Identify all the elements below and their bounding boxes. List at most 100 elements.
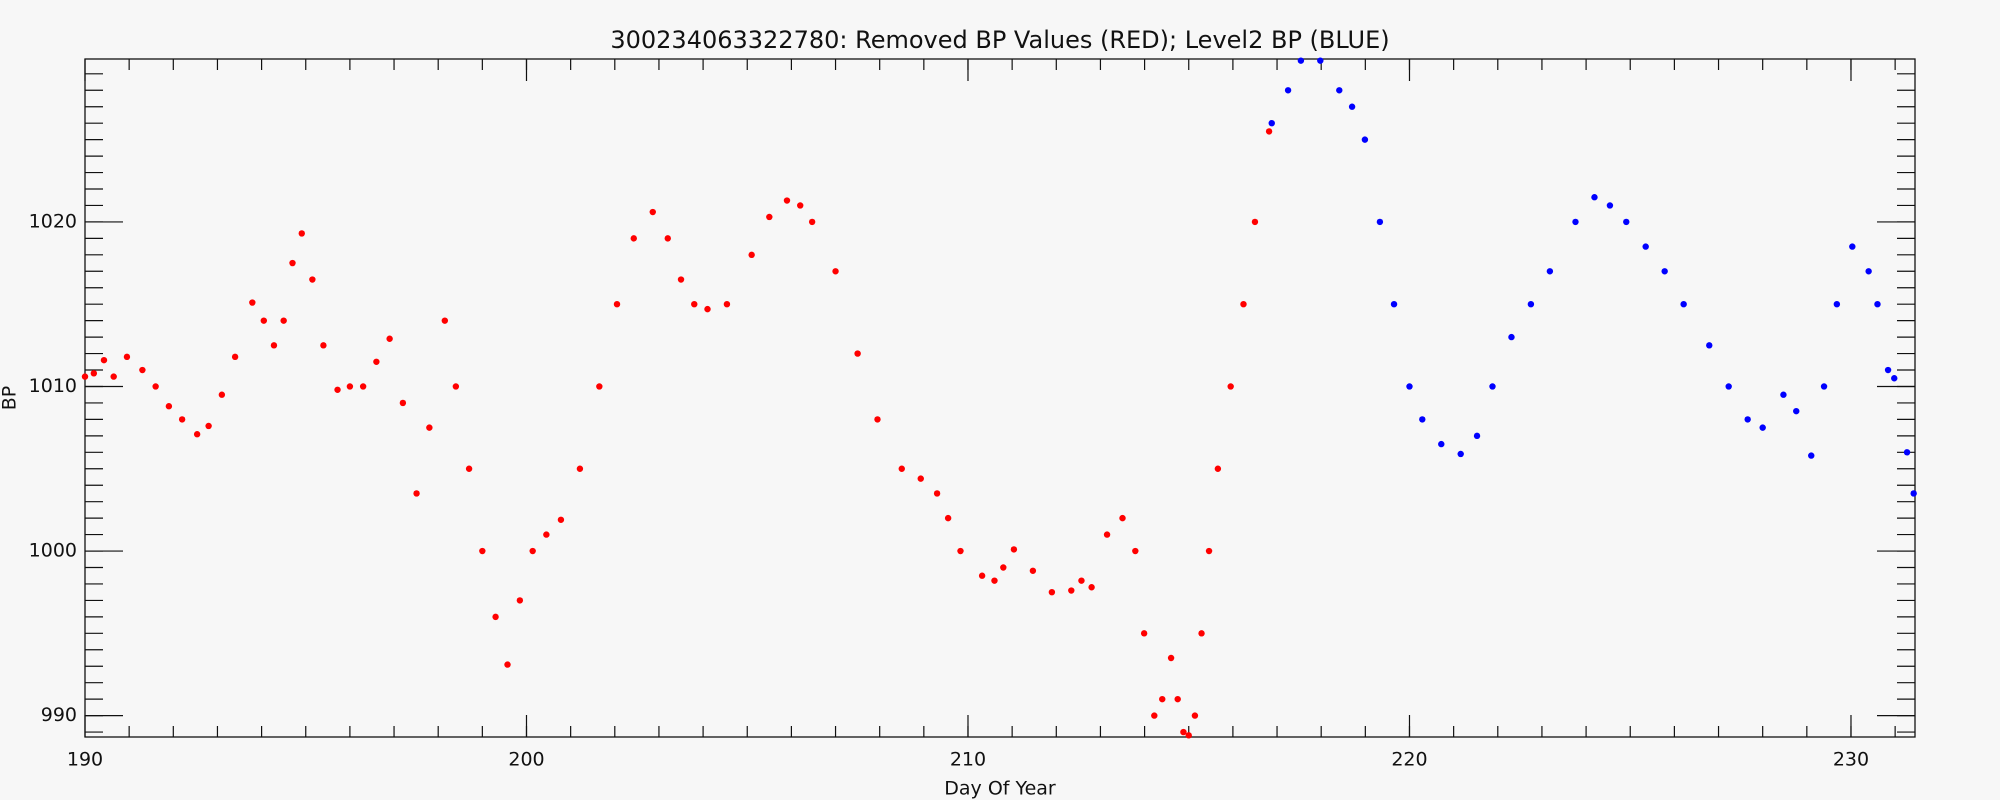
- data-point: [1419, 416, 1426, 423]
- data-point: [298, 230, 305, 237]
- data-point: [320, 342, 327, 349]
- data-point: [1191, 712, 1199, 719]
- data-point: [1508, 333, 1515, 341]
- x-axis-label: Day Of Year: [944, 778, 1056, 800]
- data-point: [723, 300, 731, 308]
- data-point: [557, 516, 565, 523]
- data-point: [1336, 87, 1343, 94]
- data-point: [492, 613, 499, 621]
- data-point: [1849, 243, 1856, 250]
- data-point: [504, 661, 511, 668]
- data-point: [1820, 383, 1828, 390]
- data-point: [898, 465, 905, 472]
- data-point: [1205, 547, 1213, 555]
- data-point: [1284, 87, 1292, 94]
- y-tick-label: 1010: [29, 375, 77, 397]
- data-point: [1808, 452, 1815, 459]
- data-point: [260, 317, 268, 324]
- data-point: [1227, 383, 1234, 390]
- data-point: [917, 475, 924, 482]
- data-point: [334, 386, 341, 393]
- data-point: [110, 373, 117, 380]
- data-point: [399, 399, 407, 407]
- data-point: [178, 416, 186, 423]
- data-point: [1103, 531, 1111, 538]
- data-point: [90, 370, 98, 377]
- data-point: [441, 317, 449, 324]
- data-point: [1891, 375, 1898, 382]
- data-point: [1910, 490, 1917, 497]
- data-point: [664, 235, 671, 242]
- data-point: [1048, 588, 1056, 596]
- data-point: [1088, 584, 1095, 591]
- data-point: [576, 465, 584, 472]
- data-point: [193, 431, 201, 438]
- data-point: [1680, 300, 1687, 308]
- data-point: [218, 391, 226, 398]
- data-point: [152, 383, 159, 390]
- data-point: [978, 572, 986, 579]
- data-point: [649, 208, 656, 216]
- data-point: [516, 597, 524, 604]
- x-tick-label: 190: [67, 749, 103, 771]
- data-point: [766, 213, 773, 221]
- data-point: [1406, 383, 1413, 390]
- data-point: [123, 353, 131, 361]
- data-point: [1180, 728, 1187, 736]
- data-point: [1527, 300, 1535, 308]
- data-point: [359, 383, 367, 390]
- data-point: [630, 235, 637, 242]
- data-point: [1489, 383, 1496, 390]
- data-point: [1214, 465, 1222, 472]
- data-point: [1725, 383, 1732, 390]
- data-point: [832, 268, 839, 275]
- data-point: [1317, 57, 1324, 64]
- data-point: [1623, 218, 1630, 226]
- data-point: [309, 276, 316, 283]
- data-point: [426, 424, 433, 431]
- data-point: [1874, 300, 1881, 308]
- plot-frame: [84, 58, 1916, 738]
- data-point: [677, 276, 685, 283]
- data-point: [1185, 732, 1192, 739]
- data-point: [1240, 300, 1247, 308]
- data-point: [529, 547, 536, 555]
- data-point: [596, 383, 603, 390]
- data-point: [854, 350, 861, 357]
- data-point: [1473, 432, 1481, 440]
- data-point: [1903, 449, 1911, 456]
- data-point: [991, 577, 998, 584]
- data-point: [543, 531, 550, 538]
- data-point: [1174, 695, 1181, 703]
- y-axis-label: BP: [0, 386, 21, 411]
- chart-title: 300234063322780: Removed BP Values (RED)…: [610, 26, 1389, 54]
- data-point: [1438, 440, 1445, 448]
- data-point: [1457, 450, 1464, 458]
- data-point: [1546, 268, 1554, 275]
- data-point: [1793, 407, 1800, 415]
- data-point: [797, 202, 804, 209]
- data-point: [691, 300, 698, 308]
- data-point: [1348, 103, 1356, 110]
- data-point: [1390, 300, 1398, 308]
- data-point: [1000, 564, 1007, 571]
- data-point: [783, 197, 791, 204]
- data-point: [1251, 218, 1259, 226]
- data-point: [249, 299, 256, 306]
- data-point: [1661, 268, 1668, 275]
- data-point: [1297, 57, 1305, 64]
- data-point: [704, 305, 711, 313]
- data-point: [613, 300, 621, 308]
- y-tick-label: 990: [41, 704, 77, 726]
- data-point: [1591, 194, 1598, 201]
- data-point: [100, 356, 108, 364]
- data-point: [933, 490, 941, 497]
- data-point: [1572, 218, 1579, 226]
- data-point: [1198, 630, 1205, 637]
- data-point: [479, 547, 486, 555]
- data-point: [808, 218, 816, 226]
- data-point: [1361, 136, 1369, 143]
- data-point: [289, 259, 296, 267]
- x-tick-label: 220: [1391, 749, 1427, 771]
- data-point: [452, 383, 460, 390]
